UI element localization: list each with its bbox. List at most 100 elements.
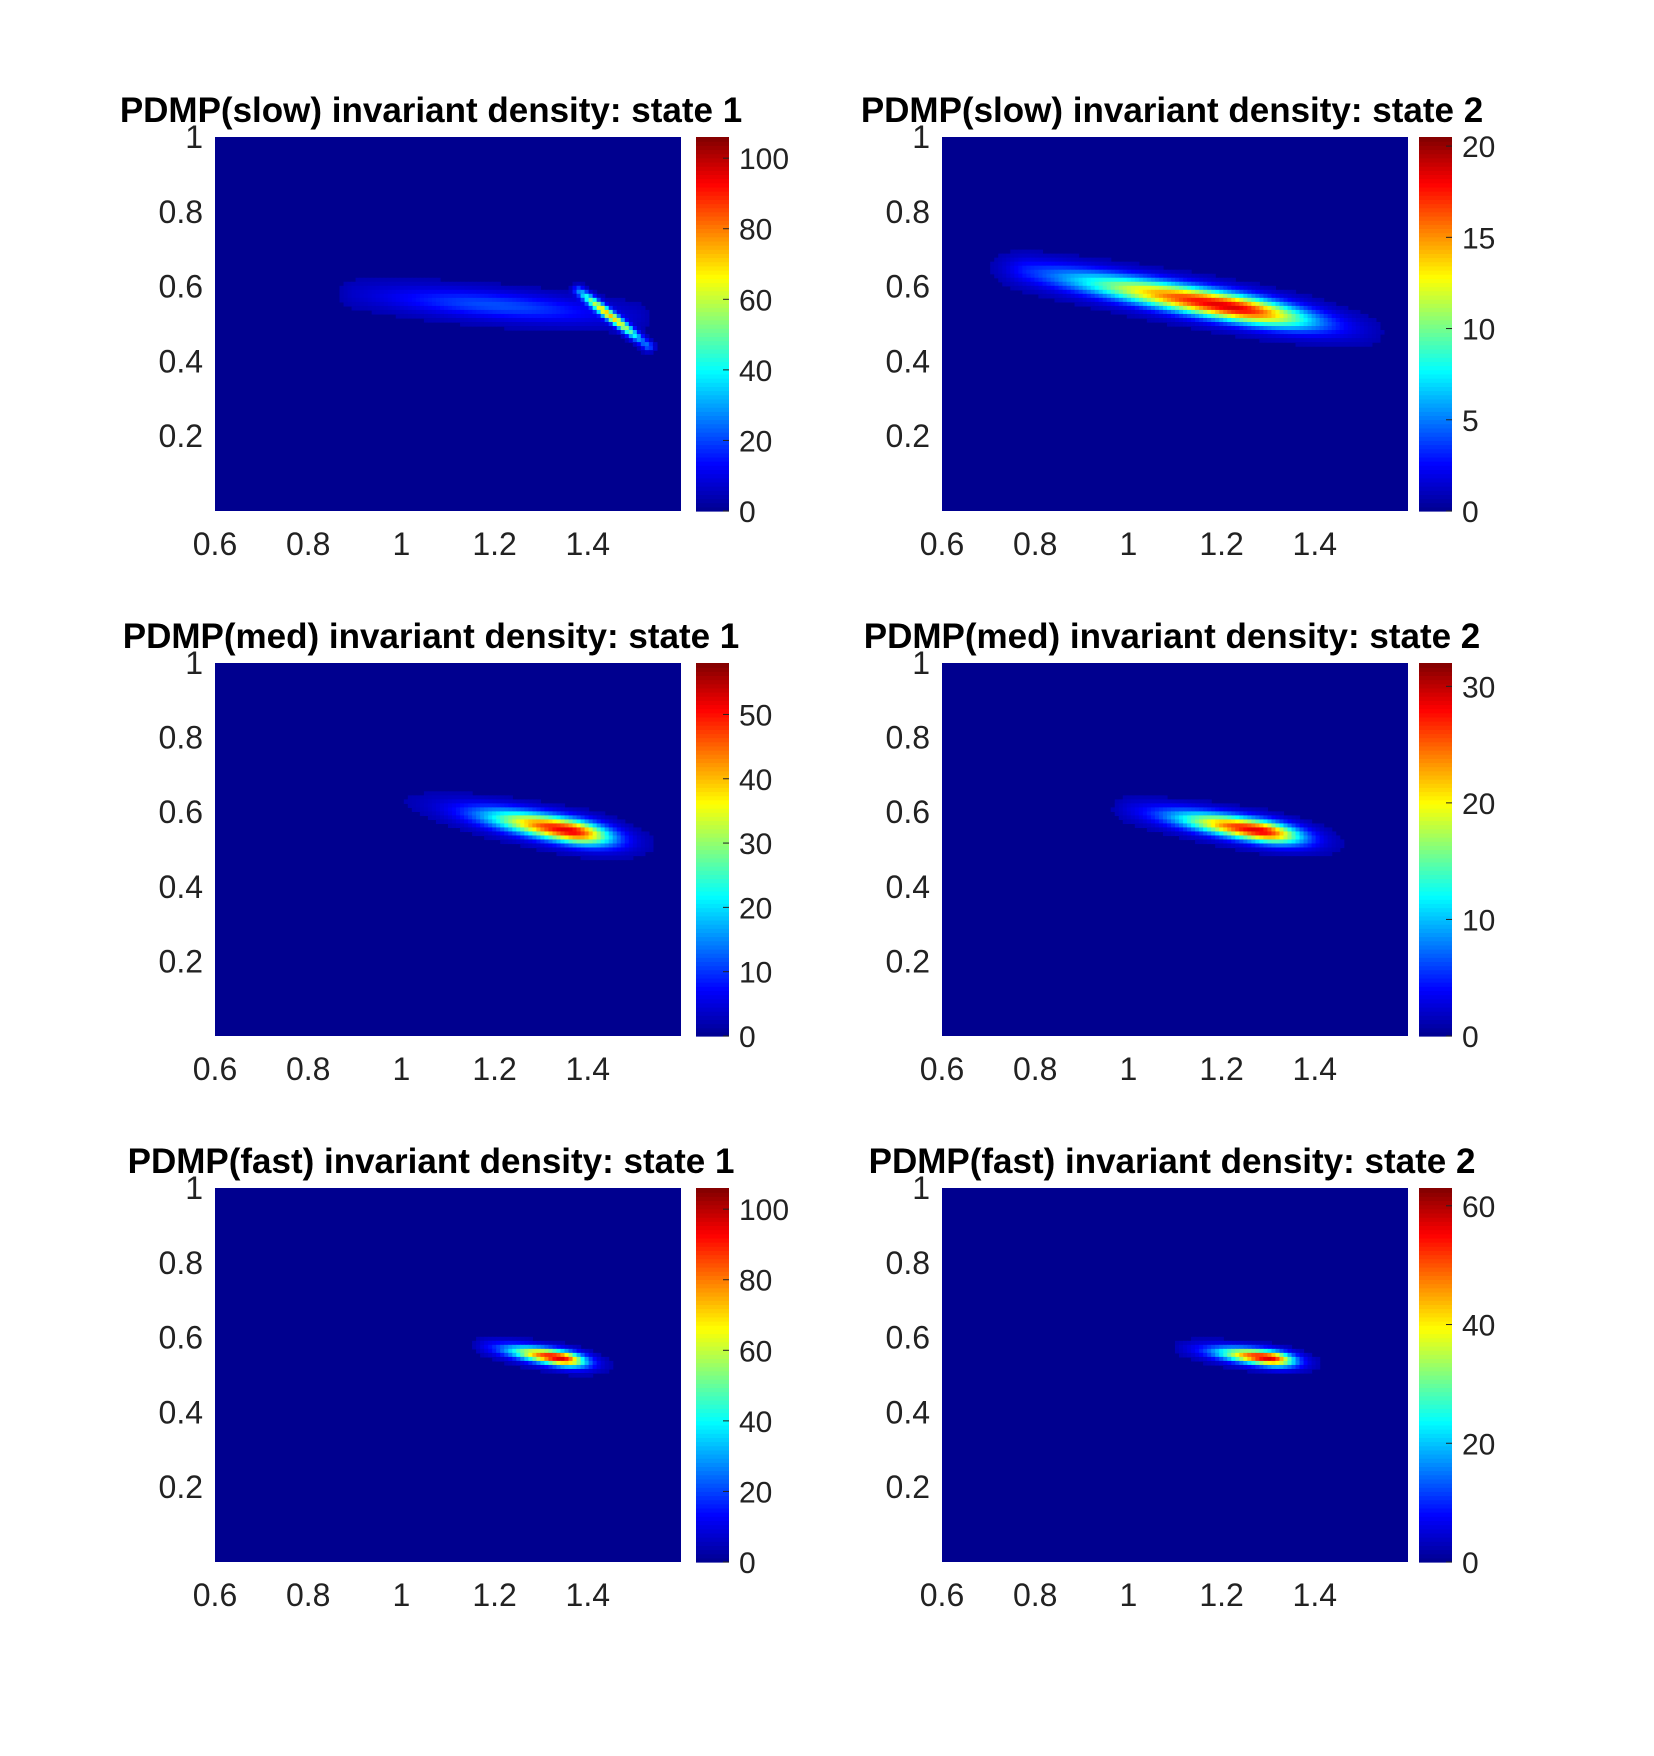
colorbar-segment (1419, 228, 1452, 234)
heatmap-cell (1207, 823, 1212, 829)
heatmap-cell (1154, 827, 1160, 833)
heatmap-cell (592, 811, 598, 817)
heatmap-cell (1090, 277, 1096, 283)
colorbar-segment (696, 299, 729, 304)
heatmap-cell (1066, 285, 1072, 291)
heatmap-cell (1162, 293, 1168, 299)
heatmap-cell (576, 1360, 582, 1366)
heatmap-cell (1275, 1352, 1281, 1358)
heatmap-cell (496, 831, 501, 837)
heatmap-cell (1179, 1340, 1184, 1346)
heatmap-cell (407, 289, 413, 295)
heatmap-cell (576, 289, 582, 295)
heatmap-cell (367, 297, 373, 303)
heatmap-cell (1295, 301, 1301, 307)
colorbar-tick-label: 10 (1462, 314, 1495, 347)
colorbar-segment (1419, 1212, 1452, 1218)
colorbar-segment (696, 228, 729, 234)
heatmap-cell (540, 811, 546, 817)
colorbar-segment (696, 407, 729, 412)
colorbar-segment (1419, 982, 1452, 987)
heatmap-cell (1070, 253, 1076, 259)
heatmap-cell (1355, 334, 1361, 339)
heatmap-cell (1175, 269, 1180, 275)
heatmap-cell (1375, 321, 1381, 327)
heatmap-cell (1191, 827, 1196, 833)
heatmap-cell (1235, 1356, 1240, 1362)
heatmap-cell (1259, 811, 1264, 817)
heatmap-cell (604, 1368, 610, 1374)
heatmap-cell (1247, 309, 1252, 315)
heatmap-cell (1203, 313, 1208, 319)
heatmap-cell (480, 309, 485, 315)
heatmap-cell (1078, 265, 1084, 271)
heatmap-cell (1211, 321, 1216, 327)
heatmap-cell (480, 305, 485, 311)
heatmap-cell (1271, 827, 1277, 833)
heatmap-cell (1287, 330, 1293, 335)
colorbar-segment (696, 149, 729, 155)
heatmap-cell (1263, 309, 1268, 315)
heatmap-cell (604, 819, 610, 825)
colorbar-segment (696, 398, 729, 404)
heatmap-cell (1223, 1352, 1228, 1358)
heatmap-cell (1179, 301, 1184, 307)
heatmap-cell (456, 807, 461, 812)
heatmap-cell (1203, 803, 1208, 808)
heatmap-cell (632, 301, 638, 307)
heatmap-cell (1199, 819, 1204, 825)
heatmap-cell (496, 1336, 501, 1342)
heatmap-cell (1279, 851, 1285, 857)
heatmap-cell (468, 795, 473, 800)
heatmap-cell (395, 289, 401, 295)
heatmap-cell (480, 301, 485, 307)
x-tick-label: 1.2 (472, 1577, 516, 1613)
heatmap-cell (568, 819, 574, 825)
heatmap-cell (488, 795, 493, 800)
heatmap-cell (1154, 309, 1160, 315)
heatmap-cell (1126, 265, 1132, 271)
heatmap-cell (1034, 269, 1040, 275)
heatmap-cell (592, 1356, 598, 1362)
heatmap-cell (1126, 309, 1132, 315)
heatmap-cell (580, 835, 586, 841)
colorbar-tick-label: 20 (739, 892, 772, 925)
heatmap-cell (407, 795, 413, 800)
y-tick-label: 0.4 (886, 869, 930, 905)
heatmap-cell (524, 803, 529, 808)
heatmap-cell (456, 301, 461, 307)
heatmap-cell (1002, 261, 1007, 267)
heatmap-cell (596, 1368, 602, 1374)
heatmap-cell (540, 835, 546, 841)
heatmap-cell (1219, 1360, 1224, 1366)
heatmap-cell (419, 305, 425, 311)
heatmap-cell (1323, 827, 1329, 833)
heatmap-cell (588, 819, 594, 825)
heatmap-cell (1146, 301, 1152, 307)
heatmap-cells (1110, 795, 1345, 857)
colorbar-segment (696, 1333, 729, 1339)
heatmap-cell (612, 823, 618, 829)
heatmap-cell (1323, 831, 1329, 837)
heatmap-cell (1191, 289, 1196, 295)
heatmap-cell (1267, 305, 1273, 311)
heatmap-cell (460, 317, 465, 323)
heatmap-cell (1078, 261, 1084, 267)
heatmap-cell (1251, 289, 1256, 295)
heatmap-cell (1154, 265, 1160, 271)
heatmap-cell (1066, 297, 1072, 303)
heatmap-cell (1239, 835, 1244, 841)
heatmap-cell (1227, 1340, 1232, 1346)
colorbar-segment (696, 737, 729, 743)
heatmap-cell (576, 293, 582, 299)
heatmap-cell (540, 301, 546, 307)
colorbar-segment (696, 890, 729, 896)
heatmap-cell (1227, 321, 1232, 327)
heatmap-cell (564, 839, 570, 845)
heatmap-cell (427, 811, 433, 817)
heatmap-cell (548, 1348, 554, 1354)
heatmap-cell (544, 1352, 550, 1358)
heatmap-cell (1090, 261, 1096, 267)
heatmap-cell (568, 1360, 574, 1366)
colorbar-segment (1419, 986, 1452, 992)
